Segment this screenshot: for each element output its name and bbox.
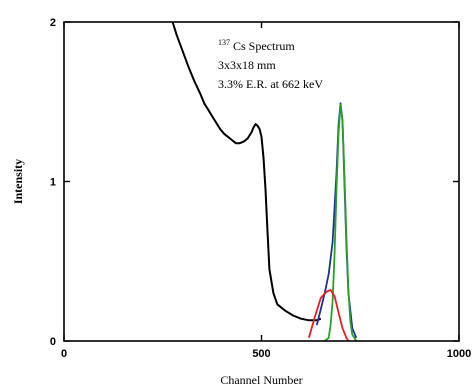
annotation-line-2: 3x3x18 mm: [218, 58, 276, 72]
x-tick-label: 0: [61, 348, 67, 360]
series-layer: [171, 22, 358, 341]
annotation-superscript: 137: [218, 38, 230, 47]
x-axis-title: Channel Number: [220, 373, 302, 387]
series-line-3: [324, 104, 358, 341]
series-line-4: [308, 289, 350, 341]
y-tick-label: 1: [50, 177, 56, 189]
series-line-1: [171, 22, 322, 322]
annotation-line-1: 137 Cs Spectrum: [218, 34, 295, 53]
annotation-title: Cs Spectrum: [233, 39, 295, 53]
y-tick-label: 2: [50, 17, 56, 29]
x-tick-label: 1000: [447, 348, 471, 360]
annotation-line-3: 3.3% E.R. at 662 keV: [218, 77, 323, 91]
y-axis-title: Intensity: [11, 159, 25, 204]
y-tick-label: 0: [50, 336, 56, 348]
ticks-layer: 0 500 1000 0 1 2: [50, 17, 471, 360]
x-tick-label: 500: [252, 348, 270, 360]
